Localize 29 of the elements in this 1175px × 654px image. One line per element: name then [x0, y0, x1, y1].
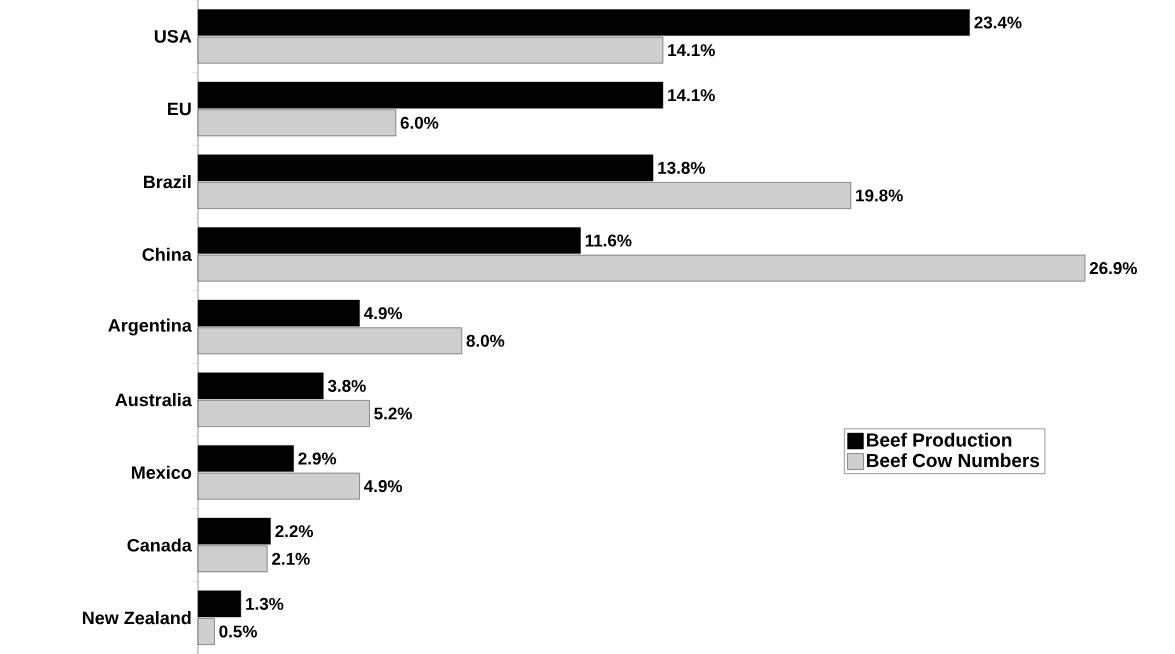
y-tick-label: EU: [168, 102, 191, 116]
data-label: 1.3%: [246, 597, 284, 610]
data-label: 26.9%: [1089, 262, 1137, 275]
data-label: 19.8%: [856, 189, 903, 202]
data-label: 4.9%: [364, 480, 403, 493]
data-label: 23.4%: [974, 16, 1022, 29]
y-tick-label: Australia: [115, 393, 192, 407]
data-label: 4.9%: [364, 307, 403, 320]
data-label: 2.2%: [275, 525, 314, 538]
data-label: 14.1%: [668, 89, 715, 102]
data-label: 8.0%: [466, 334, 505, 347]
data-label: 2.1%: [272, 552, 310, 565]
data-label: 2.9%: [298, 452, 337, 465]
y-tick-label: New Zealand: [82, 611, 191, 625]
y-tick-label: Canada: [127, 538, 192, 552]
y-tick-label: USA: [154, 29, 192, 43]
data-label: 0.5%: [219, 625, 257, 638]
legend-label: Beef Production: [866, 432, 1012, 447]
y-tick-label: Mexico: [131, 465, 192, 479]
data-label: 3.8%: [327, 379, 366, 392]
data-label: 11.6%: [585, 234, 632, 247]
y-tick-label: Argentina: [108, 318, 192, 336]
y-tick-label: Brazil: [143, 175, 191, 189]
data-label: 6.0%: [400, 116, 439, 129]
data-label: 14.1%: [668, 44, 715, 57]
y-tick-label: China: [142, 247, 192, 261]
data-label: 13.8%: [658, 161, 706, 174]
legend-label: Beef Cow Numbers: [866, 453, 1040, 468]
data-label: 5.2%: [374, 407, 412, 420]
